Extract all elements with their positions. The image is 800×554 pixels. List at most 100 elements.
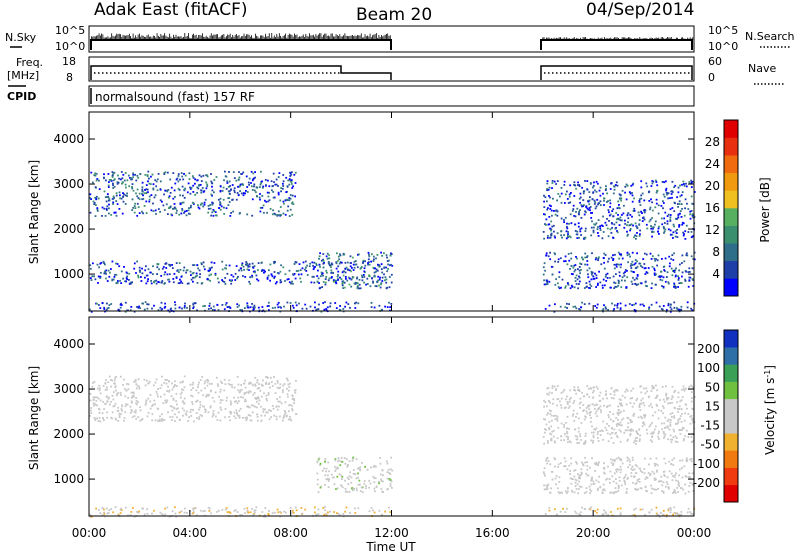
velocity-scatter-cell [137,511,140,514]
velocity-scatter-cell [607,405,609,407]
power-scatter-cell [277,193,280,196]
power-scatter-cell [558,287,561,290]
power-scatter-cell [677,279,680,281]
velocity-scatter-cell [570,478,573,480]
velocity-scatter-cell [278,387,280,390]
power-scatter-cell [557,258,560,261]
power-scatter-cell [178,306,181,309]
velocity-scatter-cell [114,506,117,508]
power-scatter-cell [591,252,593,255]
power-scatter-cell [124,183,127,186]
velocity-scatter-cell [646,432,649,435]
velocity-scatter-cell [337,512,340,515]
power-scatter-cell [599,186,602,189]
power-scatter-cell [624,185,627,188]
velocity-scatter-cell [138,387,141,390]
velocity-scatter-cell [606,477,609,480]
power-scatter-cell [614,285,617,288]
power-scatter-cell [157,208,160,210]
velocity-scatter-cell [237,389,240,392]
velocity-scatter-cell [561,491,563,494]
velocity-scatter-cell [236,375,239,378]
velocity-scatter-cell [671,395,674,398]
power-scatter-cell [271,185,274,188]
power-scatter-cell [556,232,559,235]
velocity-scatter-cell [666,483,669,486]
velocity-scatter-cell [192,409,194,411]
power-scatter-cell [574,230,577,232]
velocity-scatter-cell [254,397,257,399]
velocity-scatter-cell [359,468,362,471]
power-scatter-cell [94,172,96,175]
velocity-scatter-cell [608,425,610,427]
power-scatter-cell [693,258,696,261]
velocity-scatter-cell [319,462,322,465]
velocity-scatter-cell [137,416,140,418]
velocity-scatter-cell [257,397,260,400]
velocity-scatter-cell [228,416,231,418]
velocity-scatter-cell [382,474,384,477]
power-scatter-cell [602,278,605,281]
velocity-scatter-cell [365,485,367,487]
power-scatter-cell [109,179,112,181]
velocity-scatter-cell [99,387,101,390]
velocity-scatter-cell [166,379,168,381]
power-scatter-cell [578,236,580,239]
power-scatter-cell [636,277,639,280]
power-scatter-cell [650,227,653,230]
velocity-scatter-cell [372,466,375,468]
velocity-scatter-cell [671,416,673,418]
velocity-scatter-cell [183,402,185,405]
velocity-scatter-cell [595,511,598,514]
power-scatter-cell [688,181,691,183]
velocity-scatter-cell [605,392,607,395]
power-colorbar-frame [723,119,739,297]
power-scatter-cell [325,309,328,312]
power-scatter-cell [631,215,633,218]
velocity-scatter-cell [637,488,640,491]
velocity-scatter-cell [597,481,600,483]
velocity-scatter-cell [567,407,570,409]
power-scatter-cell [642,258,645,260]
power-scatter-cell [341,281,344,284]
power-scatter-cell [567,253,570,255]
velocity-scatter-cell [655,463,658,466]
velocity-scatter-cell [120,394,122,396]
power-scatter-cell [206,175,209,178]
velocity-scatter-cell [130,396,133,399]
velocity-scatter-cell [548,509,551,512]
power-scatter-cell [355,281,357,284]
velocity-scatter-cell [208,507,211,510]
velocity-scatter-cell [147,412,150,414]
power-scatter-cell [157,281,160,283]
power-scatter-cell [178,189,181,191]
power-scatter-cell [569,201,572,204]
velocity-scatter-cell [288,410,290,413]
power-scatter-cell [612,258,615,260]
velocity-scatter-cell [594,510,596,512]
power-scatter-cell [193,264,196,266]
time-tick-label: 00:00 [72,526,107,540]
velocity-scatter-cell [370,466,372,469]
velocity-scatter-cell [267,512,270,515]
velocity-scatter-cell [609,433,612,436]
velocity-scatter-cell [315,513,318,516]
power-scatter-cell [654,283,657,286]
velocity-scatter-cell [365,487,367,490]
velocity-scatter-cell [544,431,546,434]
power-scatter-cell [636,265,639,268]
power-scatter-cell [96,302,98,305]
power-scatter-cell [605,185,607,188]
power-scatter-cell [120,171,123,173]
power-scatter-cell [576,207,579,210]
power-scatter-cell [550,234,553,237]
power-scatter-cell [294,195,296,198]
power-scatter-cell [221,190,224,192]
power-scatter-cell [544,213,546,216]
velocity-scatter-cell [211,382,213,385]
power-scatter-cell [299,277,302,280]
velocity-scatter-cell [135,417,137,420]
power-scatter-cell [149,271,152,274]
velocity-scatter-cell [318,457,321,459]
velocity-scatter-cell [252,514,255,516]
